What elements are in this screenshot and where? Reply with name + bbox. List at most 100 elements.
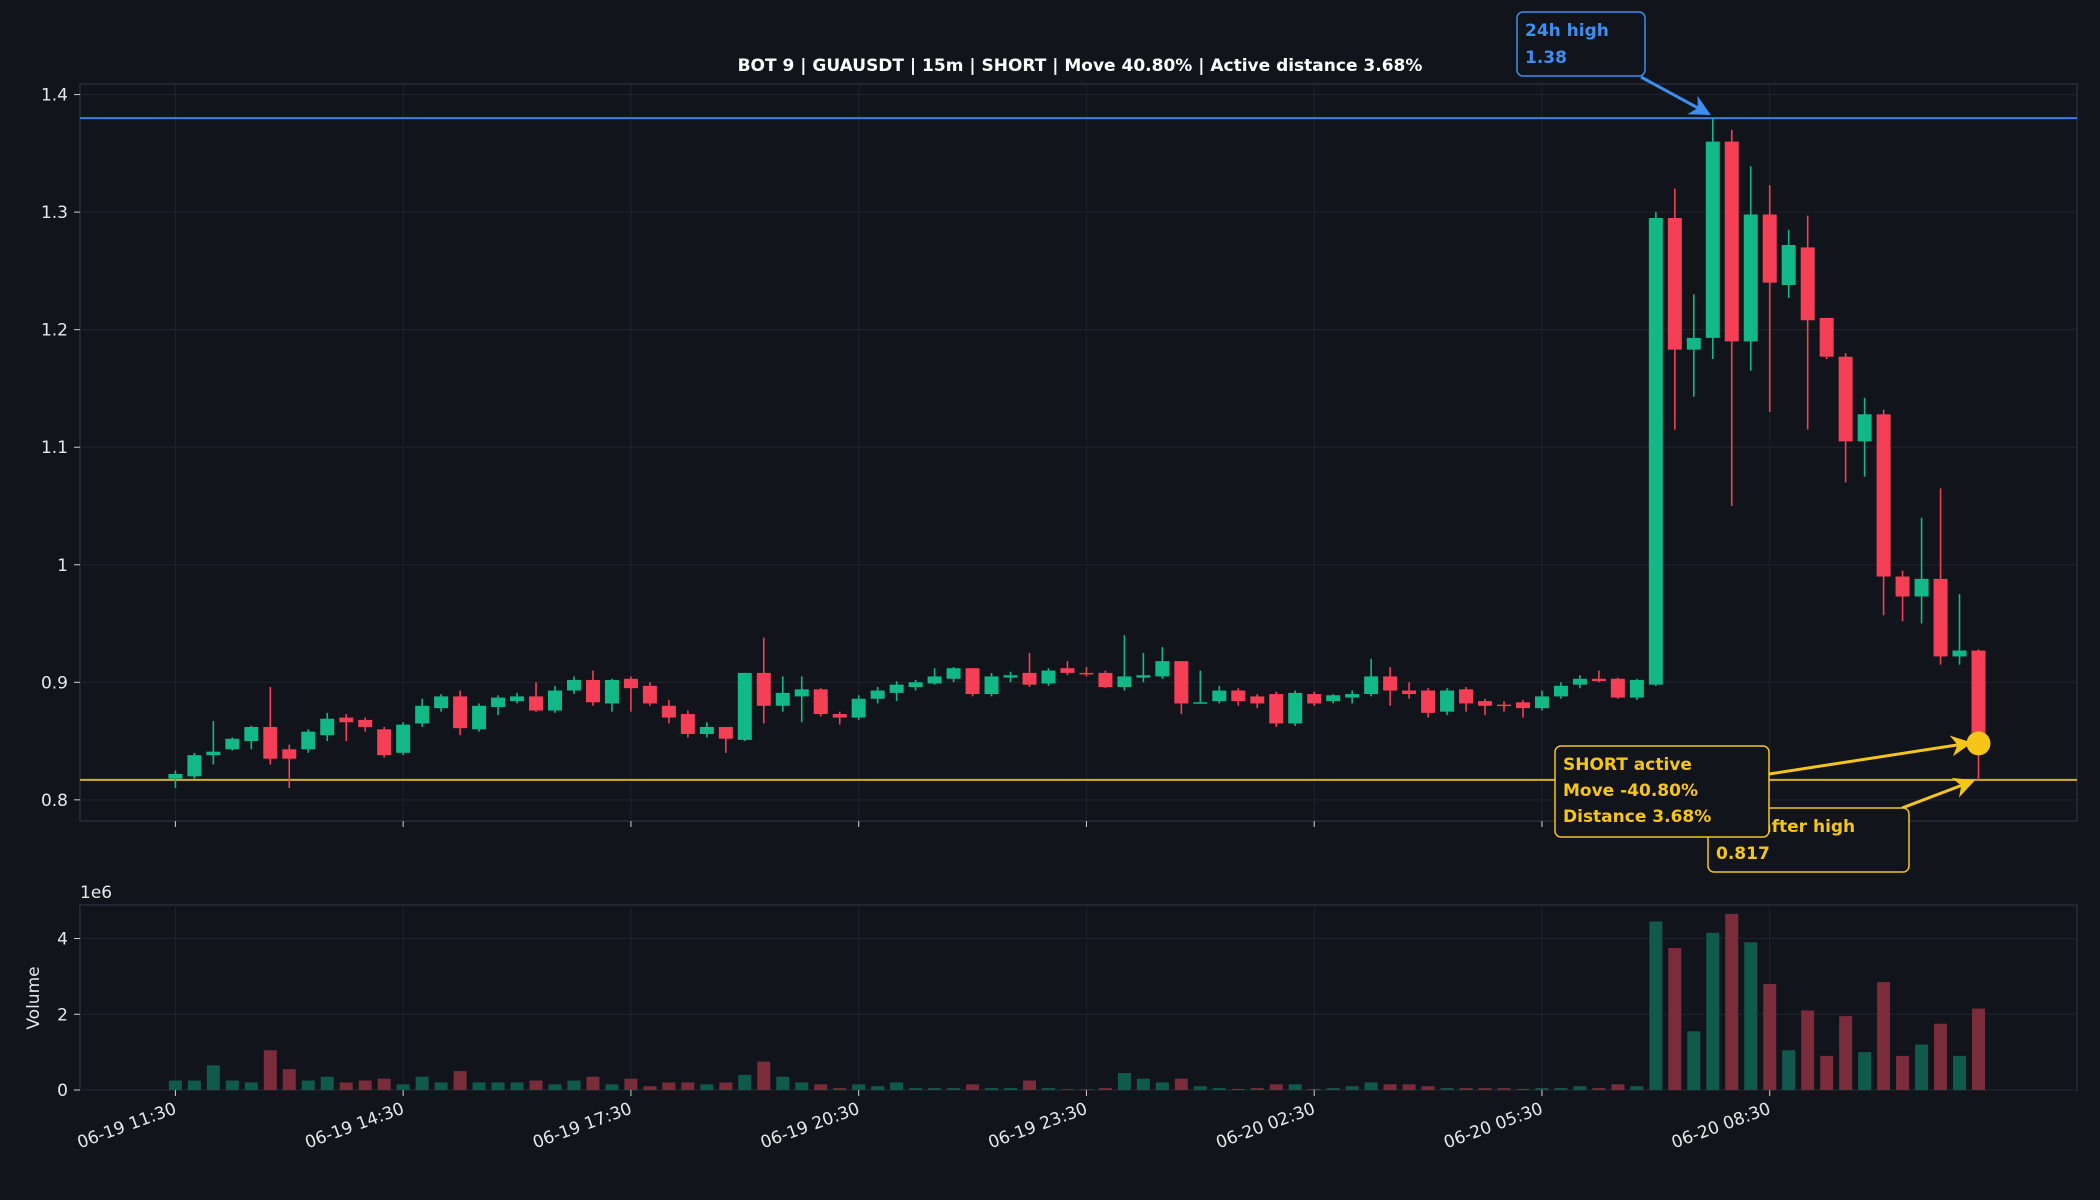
volume-bar <box>301 1080 315 1090</box>
candle-body <box>1553 685 1568 697</box>
volume-bar <box>1212 1088 1226 1090</box>
volume-bar <box>1668 947 1682 1090</box>
volume-bar <box>1706 932 1720 1090</box>
candle-body <box>1838 356 1853 442</box>
annotation-arrow <box>1640 75 1711 116</box>
candle-body <box>737 672 752 740</box>
volume-bar <box>1820 1055 1834 1090</box>
annotation-text: Distance 3.68% <box>1563 807 1711 827</box>
volume-bar <box>472 1082 486 1090</box>
volume-bar <box>1573 1086 1587 1090</box>
volume-bar <box>1098 1088 1112 1090</box>
volume-bar <box>700 1084 714 1090</box>
volume-bar <box>776 1076 790 1090</box>
volume-bar <box>909 1088 923 1090</box>
candle-body <box>510 696 525 702</box>
candle-body <box>699 726 714 735</box>
volume-bar <box>491 1082 505 1090</box>
volume-bar <box>320 1076 334 1090</box>
candle-body <box>1383 676 1398 691</box>
volume-bar <box>1649 921 1663 1090</box>
volume-bar <box>757 1061 771 1090</box>
candle-body <box>1895 576 1910 597</box>
candle-body <box>282 749 297 759</box>
candle-body <box>1288 692 1303 724</box>
candle-body <box>832 714 847 718</box>
chart-title: BOT 9 | GUAUSDT | 15m | SHORT | Move 40.… <box>738 56 1423 76</box>
candle-body <box>1705 141 1720 338</box>
volume-bar <box>339 1082 353 1090</box>
candle-body <box>566 679 581 691</box>
candle-body <box>1079 672 1094 675</box>
volume-bar <box>1839 1016 1853 1090</box>
volume-bar <box>1516 1088 1530 1090</box>
volume-bar <box>1307 1088 1321 1090</box>
candle-body <box>1345 694 1360 698</box>
volume-bar <box>1763 983 1777 1090</box>
volume-bar <box>358 1080 372 1090</box>
volume-bar <box>1250 1088 1264 1090</box>
candle-body <box>1534 696 1549 709</box>
candle-body <box>1402 690 1417 695</box>
y-tick-label: 1 <box>57 556 68 576</box>
candle-body <box>301 731 316 750</box>
candle-body <box>984 676 999 695</box>
volume-bar <box>1364 1082 1378 1090</box>
volume-bar <box>1497 1088 1511 1090</box>
candle-body <box>339 717 354 723</box>
volume-bar <box>1440 1088 1454 1090</box>
candle-body <box>1003 675 1018 678</box>
candle-body <box>548 690 562 711</box>
candle-body <box>1250 696 1265 704</box>
candle-body <box>396 724 411 753</box>
annotation-box <box>1516 11 1646 77</box>
candle-body <box>1743 214 1758 342</box>
candle-body <box>1326 695 1341 702</box>
volume-panel <box>79 904 2078 1091</box>
volume-bar <box>244 1082 258 1090</box>
candle-body <box>1307 694 1322 704</box>
candle-body <box>1269 694 1284 724</box>
annotation-text: 24h high <box>1525 21 1609 41</box>
volume-bar <box>1402 1084 1416 1090</box>
candle-body <box>1364 676 1379 695</box>
candle-body <box>434 696 449 709</box>
volume-bar <box>1915 1044 1929 1090</box>
candle-body <box>1022 672 1037 685</box>
y-tick-label: 2 <box>57 1005 68 1025</box>
candle-body <box>1060 668 1075 673</box>
candle-body <box>889 684 904 693</box>
volume-bar <box>1421 1086 1435 1090</box>
candle-body <box>1041 670 1056 684</box>
candle-body <box>1231 690 1246 702</box>
volume-bar <box>1782 1050 1796 1090</box>
candle-body <box>585 679 600 703</box>
candle-body <box>1459 689 1474 704</box>
volume-bar <box>738 1074 752 1090</box>
y-tick-label: 1.3 <box>41 203 68 223</box>
volume-bar <box>681 1082 695 1090</box>
candle-body <box>1648 218 1663 685</box>
y-tick-label: 1.2 <box>41 321 68 341</box>
candle-body <box>718 726 733 739</box>
volume-bar <box>1554 1088 1568 1090</box>
candle-body <box>187 755 202 777</box>
candle-body <box>1497 704 1511 707</box>
annotation-arrow <box>1768 735 1973 776</box>
candle-body <box>1933 578 1948 657</box>
volume-bar <box>1611 1084 1625 1090</box>
candle-body <box>415 705 430 724</box>
candle-body <box>472 705 487 730</box>
volume-bar <box>567 1080 581 1090</box>
annotation-arrow <box>1901 777 1975 810</box>
volume-bar <box>890 1082 904 1090</box>
y-tick-label: 0.8 <box>41 791 68 811</box>
volume-bar <box>1934 1023 1948 1090</box>
volume-bar <box>187 1080 201 1090</box>
volume-bar <box>1858 1052 1872 1090</box>
candle-body <box>1762 214 1777 283</box>
volume-bar <box>1174 1078 1188 1090</box>
candle-body <box>491 697 506 707</box>
candle-body <box>1136 675 1151 678</box>
